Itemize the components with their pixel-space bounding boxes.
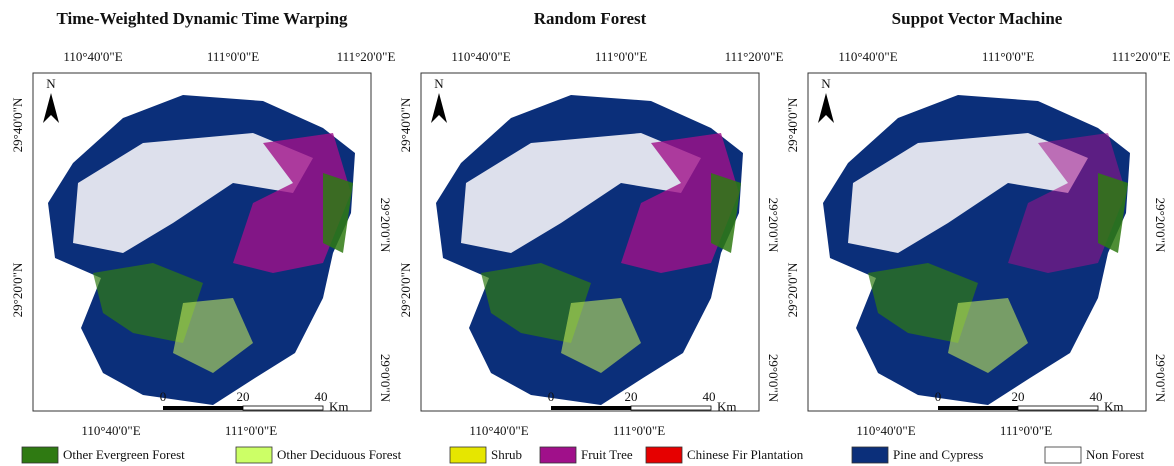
panel-title: Suppot Vector Machine	[892, 9, 1063, 28]
legend-label: Chinese Fir Plantation	[687, 447, 804, 462]
longitude-label: 111°0'0"E	[1000, 423, 1052, 438]
legend-label: Pine and Cypress	[893, 447, 983, 462]
latitude-label: 29°0'0"N	[1153, 354, 1168, 403]
legend-swatch	[22, 447, 58, 463]
scale-label: 40	[315, 389, 328, 404]
legend-label: Shrub	[491, 447, 522, 462]
panel-title: Random Forest	[534, 9, 647, 28]
scale-bar	[631, 406, 711, 410]
latitude-label: 29°20'0"N	[378, 198, 393, 253]
scale-label: 40	[703, 389, 716, 404]
legend-swatch	[450, 447, 486, 463]
north-label: N	[434, 76, 444, 91]
longitude-label: 110°40'0"E	[838, 49, 897, 64]
scale-label: 0	[548, 389, 555, 404]
longitude-label: 110°40'0"E	[856, 423, 915, 438]
longitude-label: 111°20'0"E	[337, 49, 396, 64]
longitude-label: 110°40'0"E	[469, 423, 528, 438]
panel-title: Time-Weighted Dynamic Time Warping	[56, 9, 348, 28]
scale-bar	[1018, 406, 1098, 410]
scale-unit: Km	[329, 399, 349, 414]
legend-swatch	[646, 447, 682, 463]
longitude-label: 111°0'0"E	[207, 49, 259, 64]
latitude-label: 29°20'0"N	[1153, 198, 1168, 253]
scale-bar	[551, 406, 631, 410]
legend-swatch	[852, 447, 888, 463]
longitude-label: 111°0'0"E	[982, 49, 1034, 64]
legend-swatch	[236, 447, 272, 463]
longitude-label: 111°0'0"E	[595, 49, 647, 64]
scale-label: 20	[1012, 389, 1025, 404]
latitude-label: 29°0'0"N	[766, 354, 781, 403]
legend-swatch	[540, 447, 576, 463]
scale-bar	[938, 406, 1018, 410]
legend-swatch	[1045, 447, 1081, 463]
longitude-label: 111°0'0"E	[613, 423, 665, 438]
scale-unit: Km	[1104, 399, 1124, 414]
scale-label: 0	[935, 389, 942, 404]
latitude-label: 29°0'0"N	[378, 354, 393, 403]
scale-label: 20	[625, 389, 638, 404]
scale-label: 40	[1090, 389, 1103, 404]
latitude-label: 29°40'0"N	[10, 97, 25, 152]
north-label: N	[821, 76, 831, 91]
latitude-label: 29°20'0"N	[785, 262, 800, 317]
latitude-label: 29°20'0"N	[766, 198, 781, 253]
legend-label: Fruit Tree	[581, 447, 633, 462]
latitude-label: 29°20'0"N	[10, 262, 25, 317]
scale-bar	[163, 406, 243, 410]
legend-label: Non Forest	[1086, 447, 1145, 462]
legend-label: Other Deciduous Forest	[277, 447, 402, 462]
longitude-label: 111°0'0"E	[225, 423, 277, 438]
scale-label: 20	[237, 389, 250, 404]
longitude-label: 111°20'0"E	[725, 49, 784, 64]
latitude-label: 29°40'0"N	[785, 97, 800, 152]
north-label: N	[46, 76, 56, 91]
longitude-label: 110°40'0"E	[451, 49, 510, 64]
latitude-label: 29°40'0"N	[398, 97, 413, 152]
latitude-label: 29°20'0"N	[398, 262, 413, 317]
longitude-label: 111°20'0"E	[1112, 49, 1171, 64]
scale-label: 0	[160, 389, 167, 404]
longitude-label: 110°40'0"E	[81, 423, 140, 438]
figure: Time-Weighted Dynamic Time Warping N 110°4…	[0, 0, 1174, 466]
longitude-label: 110°40'0"E	[63, 49, 122, 64]
legend-label: Other Evergreen Forest	[63, 447, 185, 462]
scale-unit: Km	[717, 399, 737, 414]
scale-bar	[243, 406, 323, 410]
